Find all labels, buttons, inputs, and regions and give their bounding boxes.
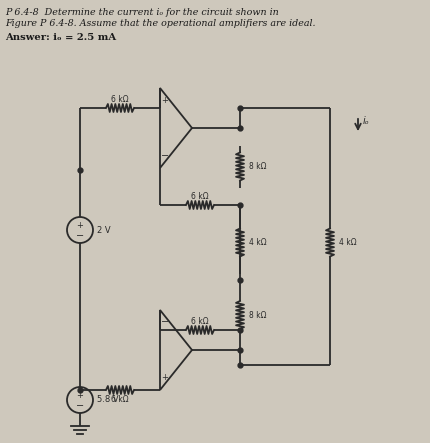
Text: +: + [161, 373, 168, 382]
Text: +: + [161, 96, 168, 105]
Text: iₒ: iₒ [362, 116, 369, 126]
Text: 6 kΩ: 6 kΩ [191, 191, 208, 201]
Text: 4 kΩ: 4 kΩ [338, 238, 356, 247]
Text: 6 kΩ: 6 kΩ [191, 316, 208, 326]
Text: 6 kΩ: 6 kΩ [111, 395, 129, 404]
Text: 8 kΩ: 8 kΩ [249, 311, 266, 319]
Text: +: + [77, 390, 83, 400]
Text: P 6.4-8  Determine the current iₒ for the circuit shown in: P 6.4-8 Determine the current iₒ for the… [5, 8, 278, 17]
Text: +: + [77, 221, 83, 229]
Text: 6 kΩ: 6 kΩ [111, 94, 129, 104]
Text: 4 kΩ: 4 kΩ [249, 238, 266, 247]
Text: 8 kΩ: 8 kΩ [249, 162, 266, 171]
Text: −: − [160, 151, 169, 161]
Text: Figure P 6.4-8. Assume that the operational amplifiers are ideal.: Figure P 6.4-8. Assume that the operatio… [5, 19, 315, 28]
Text: 2 V: 2 V [97, 225, 111, 234]
Text: Answer: iₒ = 2.5 mA: Answer: iₒ = 2.5 mA [5, 33, 116, 42]
Text: −: − [160, 317, 169, 327]
Text: −: − [76, 231, 84, 241]
Text: −: − [76, 401, 84, 411]
Text: 5.8 V: 5.8 V [97, 396, 118, 404]
